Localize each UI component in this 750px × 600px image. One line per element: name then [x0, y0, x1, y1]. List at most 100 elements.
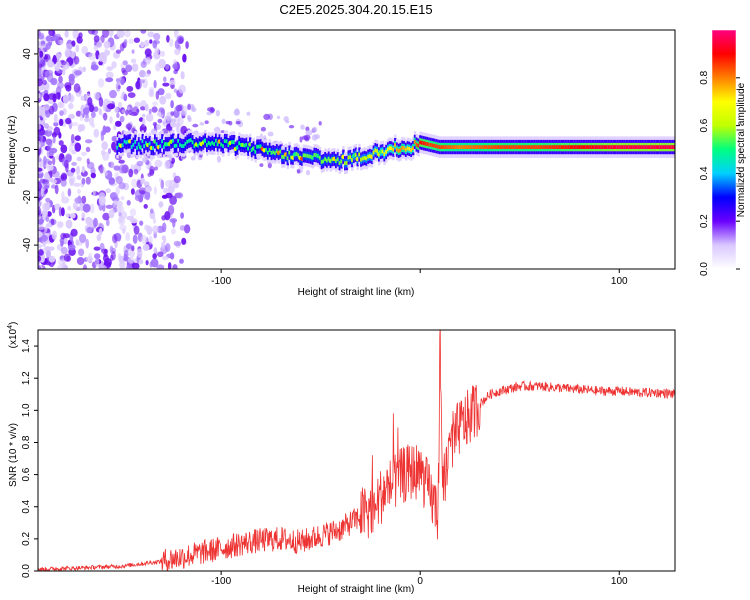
- spectrogram-noise-cell: [190, 156, 196, 161]
- spectrogram-noise-cell: [204, 120, 209, 124]
- spectrogram-noise-cell: [114, 106, 119, 114]
- spectrogram-ridge-cell: [573, 145, 576, 149]
- spectrogram-ridge-cell: [553, 145, 556, 149]
- spectrogram-noise-cell: [143, 73, 151, 78]
- spectrogram-noise-cell: [145, 260, 149, 266]
- spectrogram-noise-cell: [288, 125, 295, 129]
- spectrogram-ridge-cell: [670, 145, 673, 149]
- spectrogram-ridge-cell: [435, 144, 438, 149]
- spectrogram-ridge-cell: [600, 145, 603, 149]
- spectrogram-noise-cell: [168, 204, 175, 215]
- spectrogram-noise-cell: [90, 172, 97, 179]
- spectrogram-ridge-cell: [584, 145, 587, 149]
- snr-series-line: [38, 330, 675, 571]
- spectrogram-noise-cell: [74, 135, 81, 142]
- spectrogram-noise-cell: [53, 113, 58, 124]
- spectrogram-noise-cell: [90, 64, 99, 71]
- spectrogram-noise-cell: [103, 50, 109, 58]
- spectrogram-noise-cell: [119, 115, 125, 123]
- spectrogram-ridge-cell: [186, 139, 189, 144]
- spectrogram-noise-cell: [109, 89, 117, 99]
- spectrogram-noise-cell: [118, 164, 126, 174]
- spectrogram-ridge-cell: [673, 145, 675, 149]
- spectrogram-noise-cell: [152, 101, 158, 106]
- spectrogram-noise-cell: [180, 111, 188, 116]
- spectrogram-noise-cell: [48, 150, 55, 156]
- spectrogram-ridge-cell: [173, 144, 177, 148]
- spectrogram-noise-cell: [54, 65, 60, 72]
- spectrogram-ridge-cell: [601, 145, 605, 149]
- spectrogram-ridge-cell: [223, 139, 227, 143]
- spectrogram-x-label: Height of straight line (km): [298, 287, 415, 298]
- spectrogram-noise-cell: [52, 30, 56, 37]
- spectrogram-noise-cell: [111, 196, 120, 202]
- spectrogram-ridge-cell: [132, 142, 135, 147]
- spectrogram-ridge-cell: [286, 156, 289, 161]
- spectrogram-noise-cell: [108, 177, 116, 185]
- spectrogram-ridge-cell: [449, 145, 453, 149]
- spectrogram-ridge-cell: [528, 145, 531, 149]
- spectrogram-ridge-cell: [134, 139, 137, 144]
- spectrogram-ridge-cell: [347, 155, 350, 160]
- spectrogram-noise-cell: [149, 165, 155, 175]
- spectrogram-ridge-cell: [137, 142, 141, 147]
- spectrogram-noise-cell: [173, 175, 181, 184]
- spectrogram-noise-cell: [103, 112, 108, 121]
- spectrogram-ridge-cell: [222, 144, 225, 148]
- spectrogram-noise-cell: [91, 111, 96, 119]
- spectrogram-noise-cell: [98, 227, 103, 236]
- spectrogram-ridge-cell: [304, 153, 307, 158]
- spectrogram-noise-cell: [133, 168, 139, 175]
- spectrogram-ridge-cell: [662, 145, 666, 149]
- spectrogram-noise-cell: [60, 246, 68, 255]
- spectrogram-ridge-cell: [404, 147, 408, 152]
- spectrogram-noise-cell: [74, 70, 82, 76]
- spectrogram-ridge-cell: [507, 145, 510, 149]
- spectrogram-ridge-cell: [215, 138, 218, 143]
- spectrogram-ridge-cell: [580, 145, 583, 149]
- spectrogram-ridge-cell: [336, 157, 340, 162]
- spectrogram-noise-cell: [106, 66, 114, 71]
- spectrogram-noise-cell: [86, 158, 90, 165]
- spectrogram-ridge-cell: [143, 144, 146, 149]
- spectrogram-noise-cell: [118, 182, 126, 190]
- spectrogram-noise-cell: [56, 221, 64, 229]
- spectrogram-noise-cell: [76, 156, 82, 162]
- spectrogram-noise-cell: [122, 69, 128, 76]
- spectrogram-noise-cell: [246, 111, 251, 116]
- spectrogram-ridge-cell: [485, 145, 488, 149]
- spectrogram-noise-cell: [143, 204, 148, 209]
- spectrogram-noise-cell: [58, 258, 65, 266]
- spectrogram-ridge-cell: [458, 145, 461, 149]
- spectrogram-ridge-cell: [523, 145, 526, 149]
- snr-x-tick-label: -100: [211, 576, 231, 587]
- spectrogram-noise-cell: [318, 121, 322, 126]
- spectrogram-noise-cell: [106, 219, 110, 227]
- spectrogram-noise-cell: [163, 76, 167, 83]
- spectrogram-ridge-cell: [639, 145, 642, 149]
- snr-y-ticks: 0.0 0.2 0.4 0.6 0.8 1.0 1.2 1.4: [21, 339, 38, 578]
- spectrogram-noise-cell: [105, 204, 114, 209]
- snr-y-tick-label: 0.0: [21, 564, 32, 578]
- spectrogram-noise-cell: [221, 118, 226, 125]
- spectrogram-noise-cell: [88, 252, 92, 261]
- spectrogram-ridge-cell: [591, 145, 594, 149]
- spectrogram-noise-cell: [71, 161, 77, 166]
- spectrogram-noise-cell: [181, 105, 188, 113]
- spectrogram-ridge-cell: [308, 154, 311, 159]
- spectrogram-noise-cell: [109, 116, 113, 124]
- spectrogram-noise-cell: [113, 124, 117, 131]
- spectrogram-ridge-cell: [508, 145, 512, 149]
- spectrogram-noise-cell: [153, 186, 157, 195]
- spectrogram-noise-cell: [42, 202, 48, 212]
- spectrogram-ridge-cell: [644, 145, 648, 149]
- spectrogram-speckle-layer: [38, 30, 323, 269]
- spectrogram-ridge-cell: [619, 145, 623, 149]
- spectrogram-noise-cell: [170, 100, 174, 109]
- colorbar-tick-label: 0.2: [699, 214, 710, 228]
- spectrogram-noise-cell: [123, 93, 128, 102]
- spectrogram-ridge-cell: [616, 145, 619, 149]
- spectrogram-noise-cell: [267, 162, 272, 169]
- spectrogram-noise-cell: [38, 244, 43, 248]
- spectrogram-noise-cell: [82, 264, 88, 269]
